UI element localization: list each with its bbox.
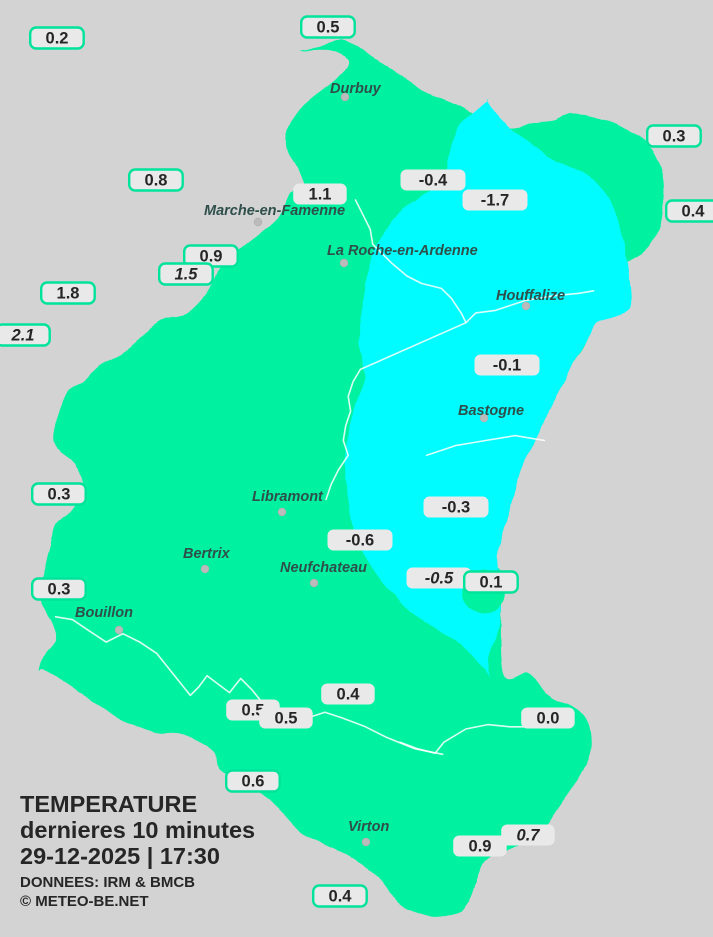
- svg-text:0.1: 0.1: [480, 574, 503, 592]
- svg-text:0.5: 0.5: [317, 19, 340, 37]
- svg-text:Durbuy: Durbuy: [330, 81, 382, 97]
- svg-text:1.1: 1.1: [309, 186, 332, 204]
- svg-text:Bertrix: Bertrix: [183, 546, 231, 562]
- svg-text:TEMPERATURE: TEMPERATURE: [20, 791, 197, 817]
- svg-text:29-12-2025 | 17:30: 29-12-2025 | 17:30: [20, 843, 220, 869]
- svg-text:0.9: 0.9: [469, 838, 492, 856]
- svg-text:0.5: 0.5: [275, 710, 298, 728]
- svg-text:Neufchateau: Neufchateau: [280, 560, 367, 576]
- svg-text:Bastogne: Bastogne: [458, 403, 524, 419]
- svg-text:-0.3: -0.3: [442, 499, 470, 517]
- svg-text:0.6: 0.6: [242, 773, 265, 791]
- svg-text:Houffalize: Houffalize: [496, 288, 565, 304]
- svg-text:dernieres 10 minutes: dernieres 10 minutes: [20, 817, 255, 843]
- svg-text:-1.7: -1.7: [481, 192, 509, 210]
- svg-text:1.8: 1.8: [57, 285, 80, 303]
- svg-text:0.8: 0.8: [145, 172, 168, 190]
- svg-text:-0.6: -0.6: [346, 532, 374, 550]
- svg-text:-0.5: -0.5: [425, 570, 454, 588]
- svg-text:Virton: Virton: [348, 819, 389, 835]
- svg-text:0.3: 0.3: [663, 128, 686, 146]
- svg-text:0.4: 0.4: [337, 686, 361, 704]
- svg-text:DONNEES: IRM & BMCB: DONNEES: IRM & BMCB: [20, 874, 195, 891]
- svg-text:Marche-en-Famenne: Marche-en-Famenne: [204, 203, 345, 219]
- svg-text:Libramont: Libramont: [252, 489, 324, 505]
- svg-text:1.5: 1.5: [175, 266, 199, 284]
- svg-text:© METEO-BE.NET: © METEO-BE.NET: [20, 893, 149, 910]
- svg-text:2.1: 2.1: [11, 327, 35, 345]
- svg-text:-0.1: -0.1: [493, 357, 521, 375]
- svg-text:0.4: 0.4: [329, 888, 353, 906]
- svg-text:0.3: 0.3: [48, 486, 71, 504]
- svg-text:0.0: 0.0: [537, 710, 560, 728]
- svg-text:0.4: 0.4: [682, 203, 706, 221]
- svg-text:0.3: 0.3: [48, 581, 71, 599]
- svg-text:-0.4: -0.4: [419, 172, 448, 190]
- svg-text:La Roche-en-Ardenne: La Roche-en-Ardenne: [327, 243, 478, 259]
- svg-text:0.2: 0.2: [46, 30, 69, 48]
- svg-text:0.7: 0.7: [517, 827, 541, 845]
- svg-text:Bouillon: Bouillon: [75, 605, 133, 621]
